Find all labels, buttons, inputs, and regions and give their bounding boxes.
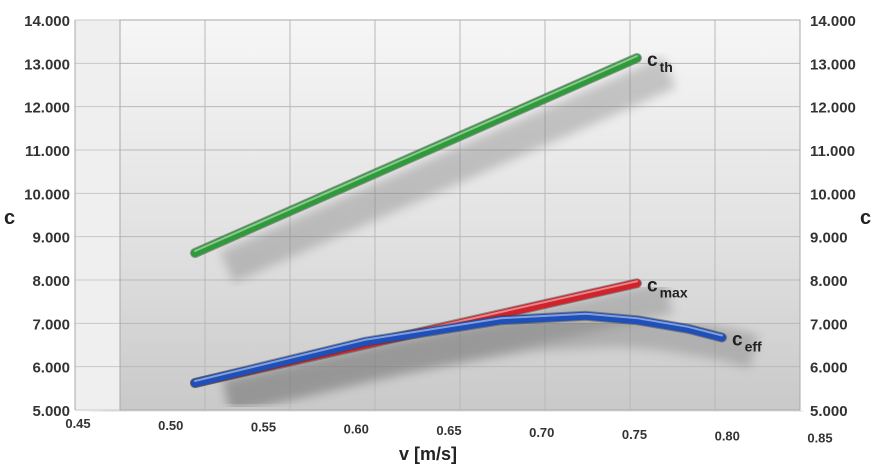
x-tick-label: 0.50 xyxy=(158,418,183,433)
series-line-3 xyxy=(191,311,726,387)
y-tick-label-right: 9.000 xyxy=(810,230,848,247)
y-tick-label-left: 5.000 xyxy=(32,403,70,420)
y-tick-label-right: 10.000 xyxy=(810,186,856,203)
x-tick-label: 0.70 xyxy=(529,425,554,440)
x-tick-label: 0.75 xyxy=(622,427,647,442)
series-label-main: c xyxy=(732,330,743,351)
x-axis-ticks: 0.45 0.50 0.55 0.60 0.65 0.70 0.75 0.80 0.85 xyxy=(65,416,832,445)
y-tick-label-right: 11.000 xyxy=(810,143,855,160)
series-label-1: c th xyxy=(647,50,673,75)
y-axis-right-ticks: 5.000 6.000 7.000 8.000 9.000 10.000 11.000 12.… xyxy=(810,13,856,420)
y-axis-label-right: c xyxy=(860,207,871,229)
y-tick-label-left: 7.000 xyxy=(32,316,70,333)
y-tick-label-right: 12.000 xyxy=(810,100,856,117)
x-tick-label: 0.85 xyxy=(807,430,832,445)
y-tick-label-right: 14.000 xyxy=(810,13,856,30)
series-label-main: c xyxy=(647,50,658,71)
series-label-sub: max xyxy=(660,284,688,300)
y-axis-label-left: c xyxy=(4,207,15,229)
y-tick-label-left: 11.000 xyxy=(25,143,70,160)
y-axis-left-ticks: 5.000 6.000 7.000 8.000 9.000 10.000 11.000 12.… xyxy=(24,13,70,420)
series-label-main: c xyxy=(647,275,658,296)
y-tick-label-left: 14.000 xyxy=(24,13,70,30)
side-wall xyxy=(75,20,120,410)
y-tick-label-right: 7.000 xyxy=(810,316,848,333)
series-shadow-1 xyxy=(220,56,676,283)
x-tick-label: 0.65 xyxy=(436,423,461,438)
y-tick-label-left: 13.000 xyxy=(24,56,70,73)
series-label-2: c max xyxy=(647,275,688,300)
x-tick-label: 0.80 xyxy=(715,429,740,444)
y-tick-label-left: 6.000 xyxy=(32,360,70,377)
series-line-1 xyxy=(191,54,641,257)
y-tick-label-left: 9.000 xyxy=(32,230,70,247)
x-tick-label: 0.45 xyxy=(65,416,90,431)
series-highlight-3 xyxy=(194,312,723,382)
x-tick-label: 0.60 xyxy=(344,421,369,436)
series-label-3: c eff xyxy=(732,330,762,355)
series-lines xyxy=(190,53,727,388)
series-label-sub: eff xyxy=(745,339,762,355)
y-tick-label-left: 8.000 xyxy=(32,273,70,290)
x-axis-label: v [m/s] xyxy=(399,444,457,464)
y-tick-label-left: 10.000 xyxy=(24,186,70,203)
y-tick-label-right: 13.000 xyxy=(810,56,856,73)
y-tick-label-right: 5.000 xyxy=(810,403,848,420)
y-tick-label-right: 6.000 xyxy=(810,360,848,377)
series-shadow-3 xyxy=(222,312,759,414)
plot-frame xyxy=(119,19,801,411)
series-highlight-1 xyxy=(194,55,638,252)
series-label-sub: th xyxy=(660,59,673,75)
y-tick-label-left: 12.000 xyxy=(24,100,70,117)
y-tick-label-right: 8.000 xyxy=(810,273,848,290)
x-tick-label: 0.55 xyxy=(251,420,276,435)
